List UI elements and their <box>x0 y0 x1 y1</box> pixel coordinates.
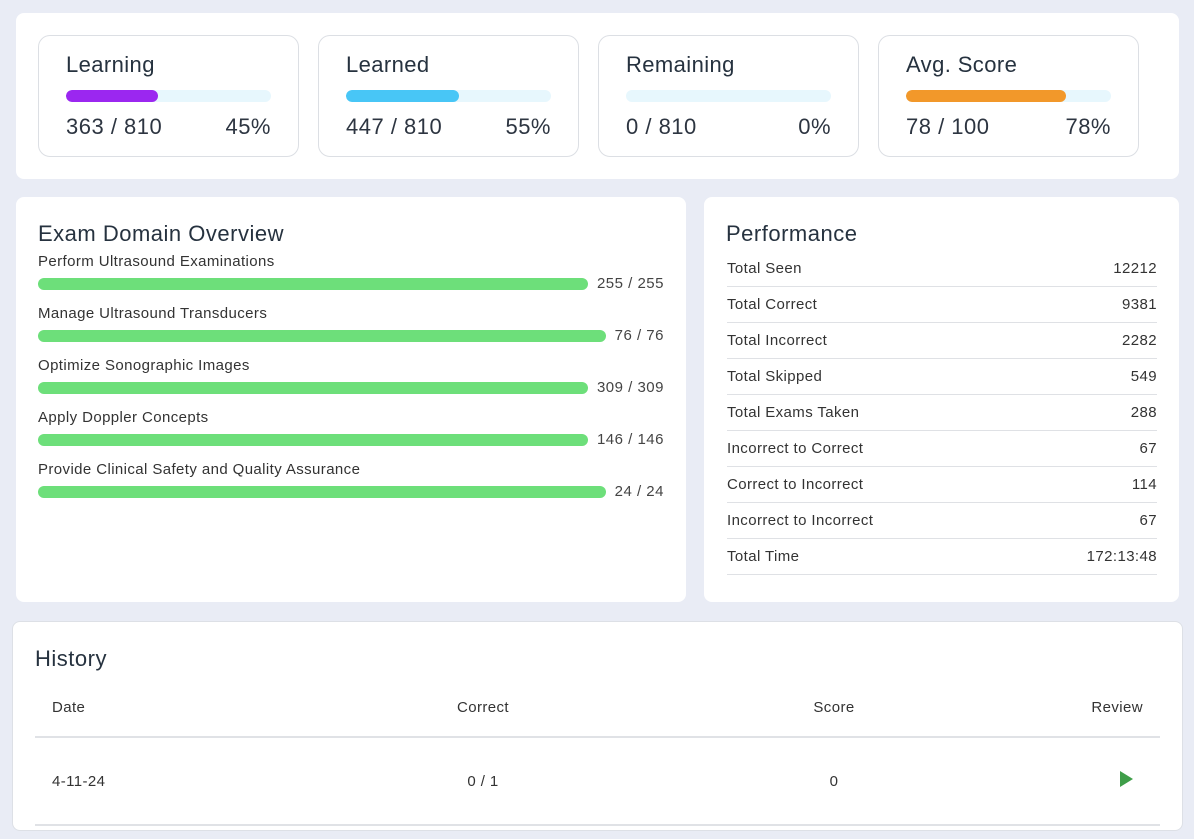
performance-row: Total Exams Taken 288 <box>727 395 1157 431</box>
stats-panel: Learning 363 / 810 45% Learned 447 / 810 55… <box>16 13 1179 179</box>
stat-percent: 0% <box>798 114 831 139</box>
stat-value: 363 / 810 <box>66 114 163 139</box>
domain-count: 76 / 76 <box>614 327 664 344</box>
stat-percent: 78% <box>1065 114 1111 139</box>
domain-label: Perform Ultrasound Examinations <box>38 253 275 270</box>
domain-count: 255 / 255 <box>596 275 664 292</box>
exam-domain-overview-panel: Exam Domain Overview Perform Ultrasound … <box>16 197 686 602</box>
domain-label: Provide Clinical Safety and Quality Assu… <box>38 461 361 478</box>
performance-row: Total Time 172:13:48 <box>727 539 1157 575</box>
domain-item: Optimize Sonographic Images 309 / 309 <box>38 357 664 396</box>
domain-progress-bar <box>38 329 606 342</box>
history-date: 4-11-24 <box>52 772 106 790</box>
domain-count: 24 / 24 <box>614 483 664 500</box>
progress-bar <box>346 90 551 102</box>
domain-title: Exam Domain Overview <box>38 221 284 246</box>
performance-label: Total Exams Taken <box>727 404 860 421</box>
progress-fill <box>346 90 459 102</box>
performance-value: 67 <box>1139 440 1157 457</box>
performance-row: Total Correct 9381 <box>727 287 1157 323</box>
performance-label: Total Correct <box>727 296 818 313</box>
domain-label: Manage Ultrasound Transducers <box>38 305 268 322</box>
domain-item: Apply Doppler Concepts 146 / 146 <box>38 409 664 448</box>
history-panel: History Date Correct Score Review 4-11-2… <box>12 621 1183 831</box>
domain-item: Manage Ultrasound Transducers 76 / 76 <box>38 305 664 344</box>
performance-row: Incorrect to Correct 67 <box>727 431 1157 467</box>
performance-value: 67 <box>1139 512 1157 529</box>
performance-label: Total Incorrect <box>727 332 828 349</box>
performance-value: 114 <box>1131 476 1157 493</box>
domain-item: Provide Clinical Safety and Quality Assu… <box>38 461 664 500</box>
stat-percent: 55% <box>505 114 551 139</box>
stat-value: 78 / 100 <box>906 114 990 139</box>
history-score: 0 <box>829 772 839 790</box>
stat-card-learning: Learning 363 / 810 45% <box>38 35 299 157</box>
domain-progress-bar <box>38 485 606 498</box>
column-date: Date <box>52 698 86 716</box>
performance-label: Correct to Incorrect <box>727 476 864 493</box>
progress-fill <box>66 90 159 102</box>
stat-title: Remaining <box>626 52 735 77</box>
domain-progress-bar <box>38 277 588 290</box>
domain-label: Optimize Sonographic Images <box>38 357 250 374</box>
domain-progress-bar <box>38 433 588 446</box>
performance-row: Total Incorrect 2282 <box>727 323 1157 359</box>
domain-label: Apply Doppler Concepts <box>38 409 209 426</box>
table-row: 4-11-24 0 / 1 0 <box>35 738 1160 826</box>
performance-row: Correct to Incorrect 114 <box>727 467 1157 503</box>
stat-title: Learning <box>66 52 155 77</box>
performance-value: 288 <box>1130 404 1157 421</box>
stat-title: Learned <box>346 52 430 77</box>
stat-value: 0 / 810 <box>626 114 697 139</box>
stat-value: 447 / 810 <box>346 114 443 139</box>
stat-card-avg-score: Avg. Score 78 / 100 78% <box>878 35 1139 157</box>
history-title: History <box>35 646 107 671</box>
history-correct: 0 / 1 <box>467 772 499 790</box>
performance-label: Total Seen <box>727 260 802 277</box>
stat-title: Avg. Score <box>906 52 1018 77</box>
performance-row: Incorrect to Incorrect 67 <box>727 503 1157 539</box>
stat-card-remaining: Remaining 0 / 810 0% <box>598 35 859 157</box>
progress-fill <box>906 90 1066 102</box>
stat-percent: 45% <box>225 114 271 139</box>
progress-bar <box>66 90 271 102</box>
performance-row: Total Seen 12212 <box>727 251 1157 287</box>
stat-card-learned: Learned 447 / 810 55% <box>318 35 579 157</box>
performance-panel: Performance Total Seen 12212 Total Correct… <box>704 197 1179 602</box>
column-review: Review <box>1091 698 1143 716</box>
performance-label: Total Time <box>727 548 800 565</box>
performance-value: 172:13:48 <box>1086 548 1157 565</box>
performance-label: Incorrect to Correct <box>727 440 864 457</box>
performance-value: 549 <box>1130 368 1157 385</box>
play-icon[interactable] <box>1120 771 1133 787</box>
domain-progress-bar <box>38 381 588 394</box>
domain-count: 309 / 309 <box>596 379 664 396</box>
domain-item: Perform Ultrasound Examinations 255 / 25… <box>38 253 664 292</box>
progress-bar <box>626 90 831 102</box>
column-score: Score <box>813 698 855 716</box>
progress-bar <box>906 90 1111 102</box>
performance-label: Total Skipped <box>727 368 823 385</box>
performance-label: Incorrect to Incorrect <box>727 512 874 529</box>
performance-value: 2282 <box>1122 332 1157 349</box>
performance-value: 12212 <box>1113 260 1157 277</box>
performance-value: 9381 <box>1122 296 1157 313</box>
history-table-header: Date Correct Score Review <box>35 672 1160 738</box>
performance-row: Total Skipped 549 <box>727 359 1157 395</box>
domain-count: 146 / 146 <box>596 431 664 448</box>
column-correct: Correct <box>457 698 509 716</box>
performance-title: Performance <box>726 221 858 246</box>
